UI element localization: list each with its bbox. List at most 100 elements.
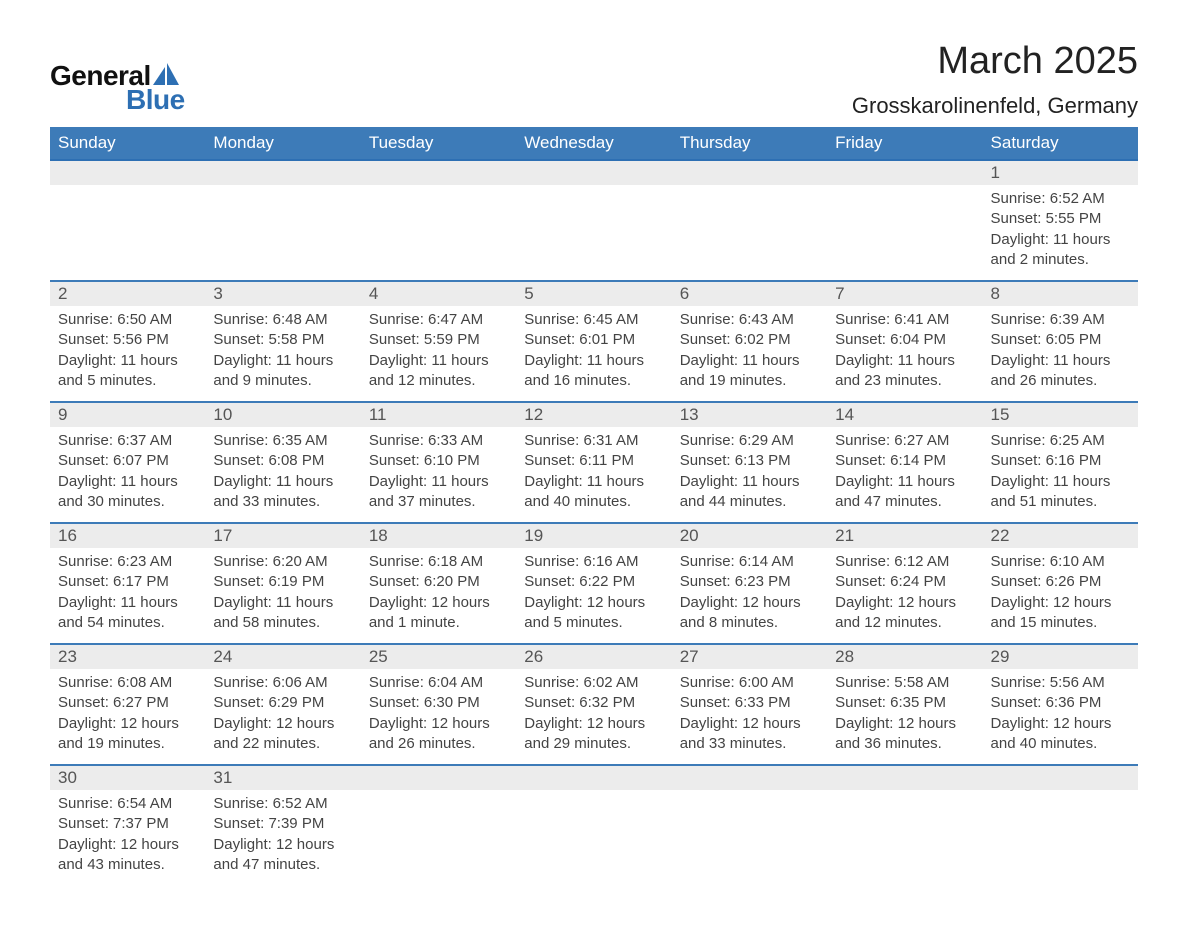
detail-row: Sunrise: 6:52 AMSunset: 5:55 PMDaylight:… (50, 185, 1138, 281)
day-cell-details (361, 185, 516, 281)
header: General Blue March 2025 Grosskarolinenfe… (50, 40, 1138, 119)
day-cell-number (50, 160, 205, 185)
day-cell-number: 17 (205, 523, 360, 548)
day-ss: Sunset: 6:33 PM (680, 693, 819, 713)
day-cell-number: 6 (672, 281, 827, 306)
day-sr: Sunrise: 6:48 AM (213, 310, 352, 330)
day-sr: Sunrise: 6:50 AM (58, 310, 197, 330)
day-cell-number: 31 (205, 765, 360, 790)
day-number: 17 (205, 524, 360, 548)
day-cell-details: Sunrise: 5:58 AMSunset: 6:35 PMDaylight:… (827, 669, 982, 765)
day-ss: Sunset: 6:07 PM (58, 451, 197, 471)
day-d2: and 15 minutes. (991, 613, 1130, 633)
day-cell-details: Sunrise: 6:23 AMSunset: 6:17 PMDaylight:… (50, 548, 205, 644)
day-sr: Sunrise: 6:41 AM (835, 310, 974, 330)
day-number: 10 (205, 403, 360, 427)
day-d2: and 1 minute. (369, 613, 508, 633)
day-number: 30 (50, 766, 205, 790)
title-block: March 2025 Grosskarolinenfeld, Germany (852, 40, 1138, 119)
day-d1: Daylight: 12 hours (58, 835, 197, 855)
day-cell-number (827, 160, 982, 185)
dow-saturday: Saturday (983, 127, 1138, 160)
day-d2: and 23 minutes. (835, 371, 974, 391)
day-d1: Daylight: 11 hours (680, 472, 819, 492)
day-number: 27 (672, 645, 827, 669)
day-d2: and 58 minutes. (213, 613, 352, 633)
day-cell-details: Sunrise: 6:52 AMSunset: 7:39 PMDaylight:… (205, 790, 360, 885)
day-d1: Daylight: 11 hours (991, 351, 1130, 371)
day-sr: Sunrise: 6:14 AM (680, 552, 819, 572)
day-ss: Sunset: 6:10 PM (369, 451, 508, 471)
day-d2: and 33 minutes. (680, 734, 819, 754)
day-sr: Sunrise: 6:20 AM (213, 552, 352, 572)
day-sr: Sunrise: 6:06 AM (213, 673, 352, 693)
day-sr: Sunrise: 6:54 AM (58, 794, 197, 814)
day-cell-details: Sunrise: 6:10 AMSunset: 6:26 PMDaylight:… (983, 548, 1138, 644)
day-cell-number: 25 (361, 644, 516, 669)
day-d1: Daylight: 12 hours (680, 714, 819, 734)
daynum-row: 1 (50, 160, 1138, 185)
day-sr: Sunrise: 6:39 AM (991, 310, 1130, 330)
day-sr: Sunrise: 6:02 AM (524, 673, 663, 693)
day-cell-details: Sunrise: 6:06 AMSunset: 6:29 PMDaylight:… (205, 669, 360, 765)
day-d2: and 19 minutes. (680, 371, 819, 391)
title-month: March 2025 (852, 40, 1138, 83)
day-ss: Sunset: 6:04 PM (835, 330, 974, 350)
day-d1: Daylight: 11 hours (58, 593, 197, 613)
day-d2: and 16 minutes. (524, 371, 663, 391)
day-cell-details (827, 185, 982, 281)
day-cell-number: 14 (827, 402, 982, 427)
day-d2: and 51 minutes. (991, 492, 1130, 512)
day-sr: Sunrise: 6:23 AM (58, 552, 197, 572)
day-sr: Sunrise: 6:00 AM (680, 673, 819, 693)
day-number: 14 (827, 403, 982, 427)
day-ss: Sunset: 6:13 PM (680, 451, 819, 471)
day-d1: Daylight: 11 hours (213, 472, 352, 492)
day-number: 31 (205, 766, 360, 790)
day-cell-number: 3 (205, 281, 360, 306)
day-cell-number: 30 (50, 765, 205, 790)
day-d2: and 8 minutes. (680, 613, 819, 633)
day-cell-number: 5 (516, 281, 671, 306)
day-ss: Sunset: 5:58 PM (213, 330, 352, 350)
day-ss: Sunset: 6:36 PM (991, 693, 1130, 713)
day-cell-details: Sunrise: 6:48 AMSunset: 5:58 PMDaylight:… (205, 306, 360, 402)
day-ss: Sunset: 6:14 PM (835, 451, 974, 471)
day-cell-details: Sunrise: 5:56 AMSunset: 6:36 PMDaylight:… (983, 669, 1138, 765)
detail-row: Sunrise: 6:54 AMSunset: 7:37 PMDaylight:… (50, 790, 1138, 885)
day-cell-number: 9 (50, 402, 205, 427)
title-location: Grosskarolinenfeld, Germany (852, 93, 1138, 119)
day-ss: Sunset: 7:37 PM (58, 814, 197, 834)
day-sr: Sunrise: 6:04 AM (369, 673, 508, 693)
dow-sunday: Sunday (50, 127, 205, 160)
day-d1: Daylight: 12 hours (369, 593, 508, 613)
logo-text-blue: Blue (126, 84, 185, 116)
day-sr: Sunrise: 6:37 AM (58, 431, 197, 451)
day-cell-number (516, 765, 671, 790)
day-number: 15 (983, 403, 1138, 427)
day-cell-details: Sunrise: 6:35 AMSunset: 6:08 PMDaylight:… (205, 427, 360, 523)
day-ss: Sunset: 6:08 PM (213, 451, 352, 471)
day-cell-number: 27 (672, 644, 827, 669)
day-cell-details: Sunrise: 6:02 AMSunset: 6:32 PMDaylight:… (516, 669, 671, 765)
day-d2: and 36 minutes. (835, 734, 974, 754)
day-d1: Daylight: 11 hours (58, 351, 197, 371)
day-d1: Daylight: 11 hours (524, 351, 663, 371)
daynum-row: 23242526272829 (50, 644, 1138, 669)
day-cell-details: Sunrise: 6:00 AMSunset: 6:33 PMDaylight:… (672, 669, 827, 765)
day-number: 20 (672, 524, 827, 548)
dow-monday: Monday (205, 127, 360, 160)
day-cell-details: Sunrise: 6:16 AMSunset: 6:22 PMDaylight:… (516, 548, 671, 644)
day-number: 26 (516, 645, 671, 669)
day-cell-details: Sunrise: 6:52 AMSunset: 5:55 PMDaylight:… (983, 185, 1138, 281)
day-sr: Sunrise: 5:58 AM (835, 673, 974, 693)
dow-thursday: Thursday (672, 127, 827, 160)
day-ss: Sunset: 6:22 PM (524, 572, 663, 592)
day-d2: and 54 minutes. (58, 613, 197, 633)
day-ss: Sunset: 6:26 PM (991, 572, 1130, 592)
day-d2: and 5 minutes. (524, 613, 663, 633)
day-cell-number: 18 (361, 523, 516, 548)
dow-friday: Friday (827, 127, 982, 160)
day-number: 12 (516, 403, 671, 427)
day-d2: and 40 minutes. (991, 734, 1130, 754)
